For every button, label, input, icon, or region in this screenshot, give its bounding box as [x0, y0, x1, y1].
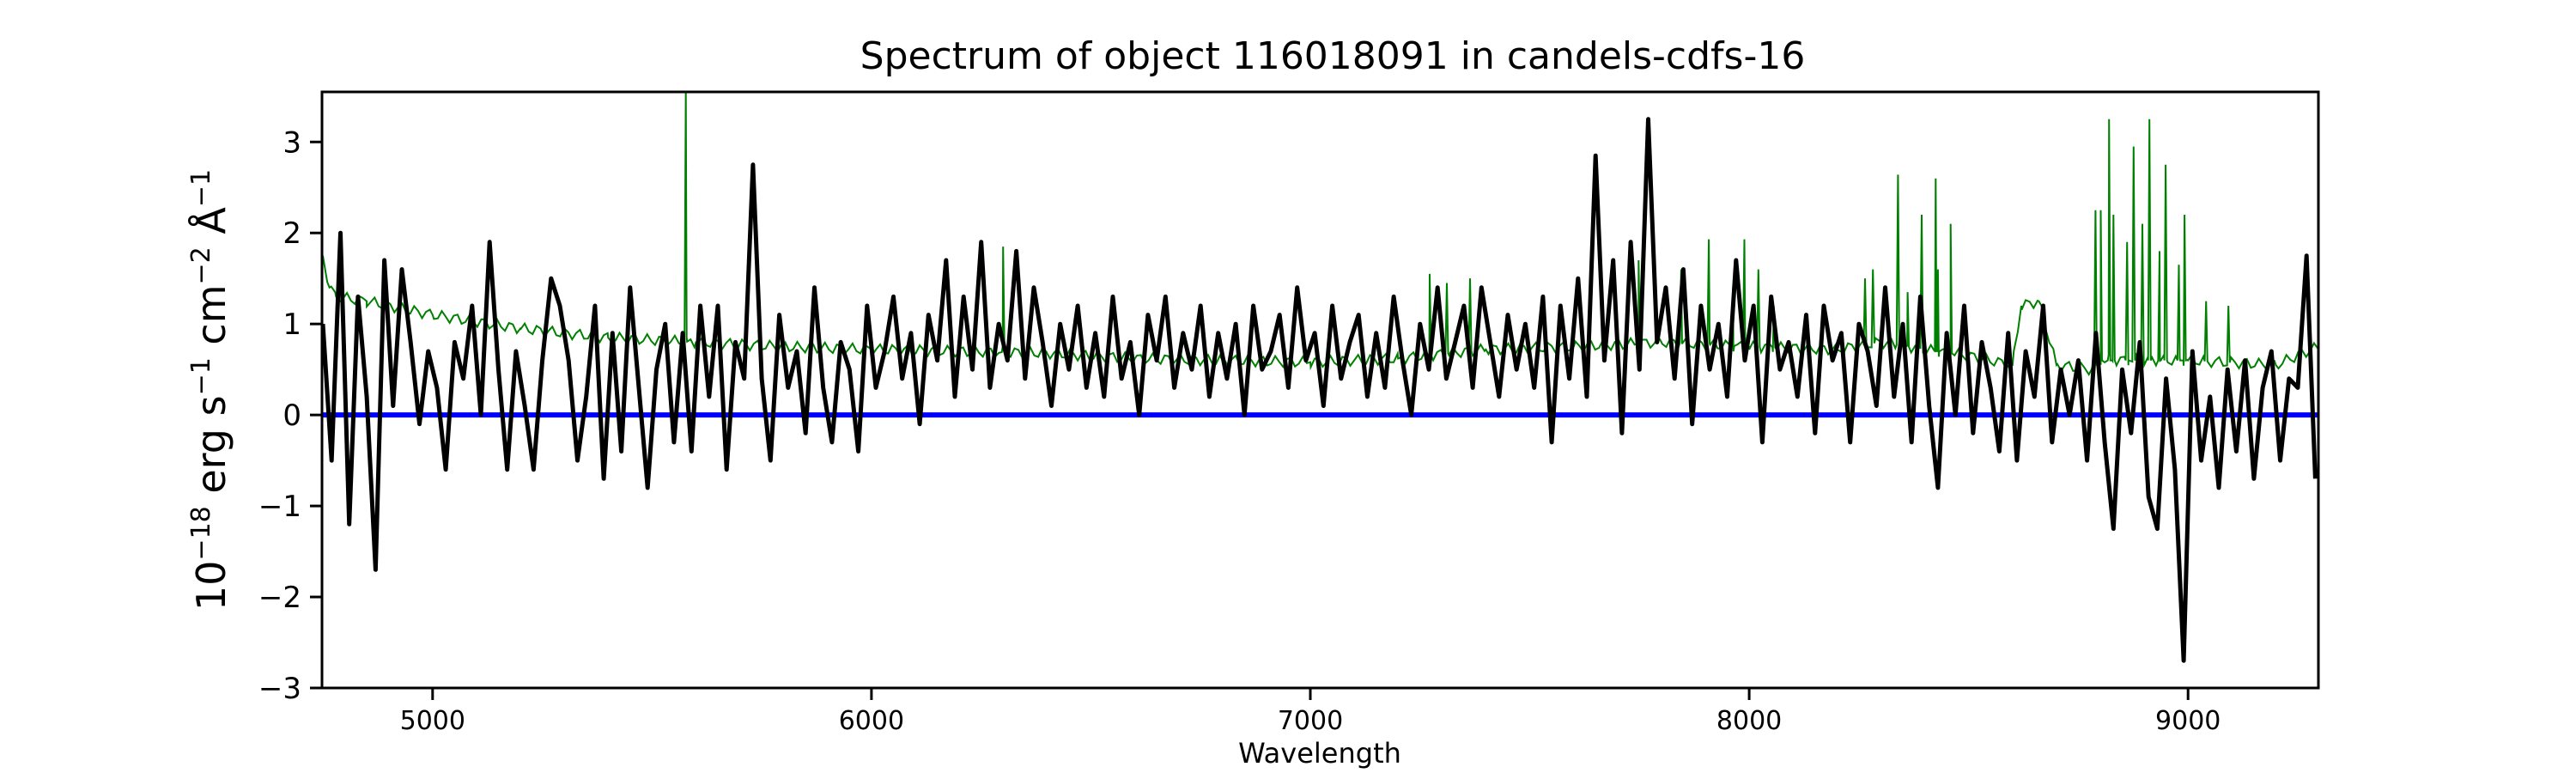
y-tick-label: 0	[283, 399, 301, 433]
y-label-angstrom: Å	[188, 207, 234, 247]
x-axis: 5000 6000 7000 8000 9000	[400, 688, 2221, 736]
y-label-exp: −1	[186, 169, 216, 207]
x-axis-label: Wavelength	[1238, 737, 1401, 770]
model-spectrum-line	[322, 92, 2318, 376]
y-axis-label: 10−18 erg s−1 cm−2 Å−1	[186, 169, 234, 611]
y-axis: −3 −2 −1 0 1 2 3	[258, 125, 322, 706]
y-label-cm: cm	[188, 284, 234, 357]
y-tick-label: 2	[283, 216, 301, 251]
x-tick-label: 6000	[839, 706, 904, 736]
y-label-exp: −2	[186, 247, 216, 284]
x-tick-label: 5000	[400, 706, 465, 736]
plot-area	[322, 92, 2318, 663]
y-tick-label: 1	[283, 307, 301, 342]
y-tick-label: −2	[258, 581, 301, 615]
x-tick-label: 9000	[2155, 706, 2221, 736]
y-tick-label: 3	[283, 125, 301, 160]
y-tick-label: −1	[258, 490, 301, 524]
x-tick-label: 7000	[1278, 706, 1343, 736]
y-label-base: 10	[188, 561, 234, 612]
axes-frame	[320, 90, 2320, 690]
y-label-exp: −18	[186, 506, 216, 560]
x-tick-label: 8000	[1716, 706, 1782, 736]
flux-spectrum-line	[322, 117, 2318, 663]
y-label-exp: −1	[186, 357, 216, 395]
y-label-erg: erg s	[188, 395, 234, 506]
chart-title: Spectrum of object 116018091 in candels-…	[860, 34, 1806, 78]
y-tick-label: −3	[258, 672, 301, 706]
